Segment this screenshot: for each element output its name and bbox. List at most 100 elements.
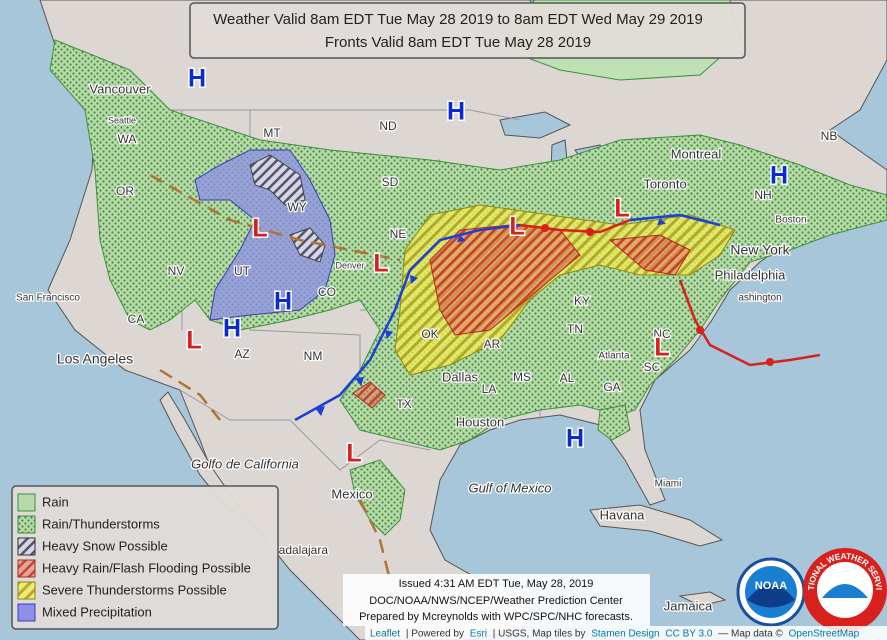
pressure-center: H — [188, 65, 206, 93]
place-label: OR — [116, 184, 134, 198]
legend-swatch — [17, 515, 36, 534]
map-shape — [696, 326, 704, 334]
map-shape — [249, 154, 306, 206]
issued-line: DOC/NOAA/NWS/NCEP/Weather Prediction Cen… — [369, 595, 623, 607]
map-shape — [766, 358, 774, 366]
leaflet-link[interactable]: Leaflet — [370, 628, 400, 639]
place-label: MS — [513, 370, 531, 384]
place-label: Montreal — [671, 146, 722, 161]
map-shape — [586, 228, 594, 236]
pressure-center: L — [346, 440, 361, 468]
place-label: AZ — [234, 347, 249, 361]
place-label: Atlanta — [598, 351, 630, 362]
weather-areas — [49, 0, 887, 536]
noaa-logo-text: NOAA — [755, 580, 787, 592]
map-shape — [519, 218, 631, 234]
header-box: Weather Valid 8am EDT Tue May 28 2019 to… — [189, 2, 746, 59]
place-label: New York — [730, 242, 790, 258]
attribution-text: — Map data © — [718, 628, 783, 639]
place-label: AL — [560, 371, 575, 385]
pressure-center: L — [373, 250, 388, 278]
group — [541, 224, 774, 366]
place-label: Miami — [655, 479, 682, 490]
attribution-text: Leaflet | Powered by Esri | USGS, Map ti… — [370, 628, 860, 639]
place-label: NH — [754, 188, 771, 202]
place-label: Mexico — [331, 486, 372, 501]
map-shape — [189, 2, 746, 59]
pressure-center: L — [509, 213, 524, 241]
place-label: ND — [379, 119, 397, 133]
place-label: uadalajara — [272, 543, 328, 557]
place-label: GA — [603, 380, 620, 394]
map-shape — [385, 330, 393, 339]
pressure-center: L — [252, 215, 267, 243]
legend-label: Heavy Snow Possible — [42, 538, 168, 553]
pressure-center: H — [566, 425, 584, 453]
legend-label: Severe Thunderstorms Possible — [42, 582, 227, 597]
place-label: Houston — [456, 414, 504, 429]
group: Rain Rain/Thunderstorms Heavy Snow Possi… — [42, 494, 251, 619]
cc-link[interactable]: CC BY 3.0 — [665, 628, 712, 639]
map-shape — [457, 235, 466, 242]
place-label: LA — [482, 382, 497, 396]
place-label: Dallas — [442, 369, 479, 384]
legend: Rain Rain/Thunderstorms Heavy Snow Possi… — [11, 485, 279, 630]
map-shape — [629, 213, 721, 227]
place-label: OK — [421, 327, 438, 341]
place-label: Jamaica — [664, 598, 713, 613]
osm-link[interactable]: OpenStreetMap — [789, 628, 860, 639]
map-shape — [90, 109, 521, 121]
map-shape — [678, 591, 727, 607]
stamen-link[interactable]: Stamen Design — [591, 628, 659, 639]
map-shape — [315, 406, 325, 416]
place-label: NC — [653, 327, 671, 341]
place-label: Vancouver — [89, 81, 151, 96]
place-label: Havana — [600, 507, 646, 522]
map-shape — [365, 626, 887, 640]
map-shape — [657, 218, 666, 225]
pressure-center: L — [614, 195, 629, 223]
place-labels: Vancouver Seattle WA OR MT ND SD WY NV UT CO Denver… — [15, 80, 839, 615]
map-shape — [349, 459, 406, 536]
place-label: Toronto — [643, 176, 686, 191]
group — [315, 218, 666, 416]
map-shape — [11, 485, 279, 630]
map-shape — [747, 585, 795, 608]
map-shape — [179, 389, 431, 471]
place-label: CA — [128, 312, 145, 326]
place-label: SC — [644, 360, 661, 374]
place-label: Golfo de California — [191, 456, 299, 471]
map-shape — [589, 504, 724, 547]
map-shape — [429, 224, 581, 336]
map-shape — [294, 223, 521, 422]
pressure-center: H — [223, 315, 241, 343]
place-label: NV — [168, 264, 185, 278]
map-shape — [159, 368, 221, 421]
legend-label: Mixed Precipitation — [42, 604, 152, 619]
place-label: San Francisco — [16, 293, 80, 304]
map-shape — [358, 499, 392, 581]
header-line: Fronts Valid 8am EDT Tue May 28 2019 — [325, 34, 591, 51]
place-label: Seattle — [108, 115, 136, 125]
attribution-text: | USGS, Map tiles by — [493, 628, 586, 639]
issued-box: Issued 4:31 AM EDT Tue, May 28, 2019 DOC… — [343, 574, 650, 626]
fronts — [149, 173, 821, 581]
map-shape — [822, 584, 868, 598]
map-shape — [678, 279, 821, 367]
pressure-center: L — [654, 334, 669, 362]
place-label: Denver — [335, 260, 364, 270]
esri-link[interactable]: Esri — [470, 628, 487, 639]
place-label: UT — [234, 264, 251, 278]
legend-label: Heavy Rain/Flash Flooding Possible — [42, 560, 251, 575]
legend-swatch — [17, 493, 36, 512]
legend-swatch — [17, 537, 36, 556]
place-label: ashington — [738, 293, 781, 304]
place-label: TN — [567, 322, 583, 336]
pressure-center: H — [274, 288, 292, 316]
place-label: WA — [118, 132, 137, 146]
place-label: WY — [287, 200, 306, 214]
map-shape — [410, 275, 418, 284]
map-shape — [355, 377, 364, 386]
place-label: Boston — [775, 215, 806, 226]
